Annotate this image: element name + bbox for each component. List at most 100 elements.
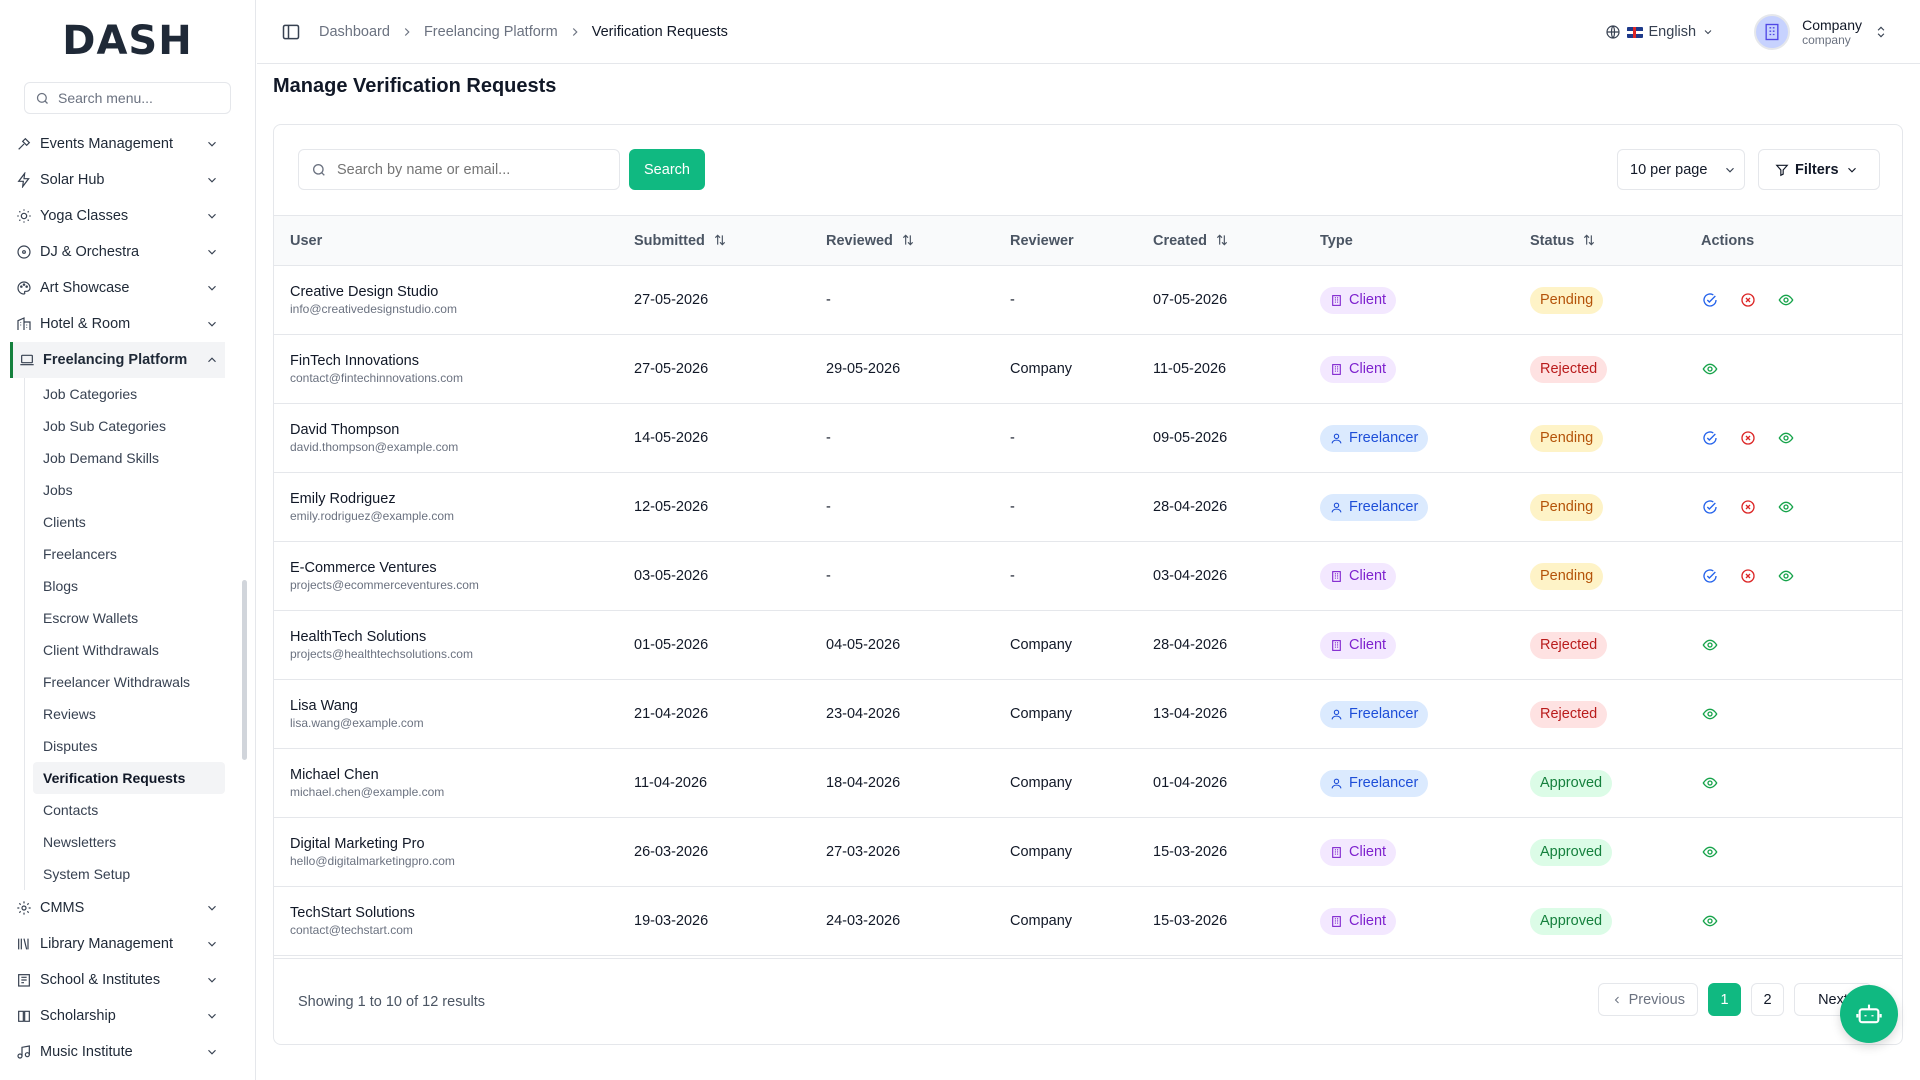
search-input[interactable]	[337, 161, 597, 178]
sidebar-item-1[interactable]: Solar Hub	[10, 162, 225, 198]
sidebar-after-item-2[interactable]: School & Institutes	[10, 962, 225, 998]
row-actions	[1701, 636, 1902, 654]
sidebar-subitem-1[interactable]: Job Sub Categories	[43, 418, 166, 434]
sidebar-subitem-5[interactable]: Freelancers	[43, 546, 117, 562]
user-name: Digital Marketing Pro	[290, 836, 425, 852]
previous-page-button[interactable]: Previous	[1597, 983, 1698, 1016]
type-badge: Client	[1320, 631, 1397, 659]
reject-button[interactable]	[1739, 498, 1757, 516]
breadcrumb-dashboard[interactable]: Dashboard	[319, 23, 390, 40]
column-header-submitted[interactable]: Submitted	[618, 216, 810, 266]
chatbot-button[interactable]	[1840, 985, 1898, 1043]
cell-type: Freelancer	[1304, 680, 1514, 749]
sidebar-item-4[interactable]: Art Showcase	[10, 270, 225, 306]
table-row: E-Commerce Ventures projects@ecommerceven…	[274, 542, 1902, 611]
sidebar-subitem-6[interactable]: Blogs	[43, 578, 79, 594]
approve-button[interactable]	[1701, 498, 1719, 516]
column-header-label: Actions	[1701, 232, 1755, 249]
chevron-down-icon	[1726, 167, 1735, 173]
eye-icon	[1702, 639, 1718, 651]
sidebar-after-item-5[interactable]: Childcare	[10, 1070, 225, 1080]
filters-button[interactable]: Filters	[1758, 149, 1880, 190]
cell-actions	[1685, 404, 1902, 473]
breadcrumb-freelancing-platform[interactable]: Freelancing Platform	[423, 23, 558, 40]
view-button[interactable]	[1701, 705, 1719, 723]
sidebar-subitem-9[interactable]: Freelancer Withdrawals	[43, 674, 191, 690]
results-summary: Showing 1 to 10 of 12 results	[298, 993, 486, 1010]
sidebar-after-item-4[interactable]: Music Institute	[10, 1034, 225, 1070]
sidebar-subitem-10[interactable]: Reviews	[43, 706, 96, 722]
search-box[interactable]	[298, 149, 620, 190]
view-button[interactable]	[1701, 912, 1719, 930]
page-1-button[interactable]: 1	[1708, 983, 1741, 1016]
sidebar-item-label: Library Management	[40, 936, 173, 952]
column-header-created[interactable]: Created	[1137, 216, 1304, 266]
eye-icon	[1778, 501, 1794, 513]
sidebar-after-item-0[interactable]: CMMS	[10, 890, 225, 926]
type-badge: Freelancer	[1320, 424, 1429, 452]
sort-icon[interactable]	[713, 233, 727, 247]
view-button[interactable]	[1701, 636, 1719, 654]
sidebar-subitem-14[interactable]: Newsletters	[43, 834, 117, 850]
sidebar-subitem-11[interactable]: Disputes	[43, 738, 98, 754]
avatar[interactable]	[1754, 14, 1791, 50]
view-button[interactable]	[1777, 498, 1795, 516]
sidebar-item-3[interactable]: DJ & Orchestra	[10, 234, 225, 270]
sidebar-subitem-0[interactable]: Job Categories	[43, 386, 138, 402]
cell-submitted: 03-05-2026	[634, 568, 709, 584]
type-label: Client	[1349, 292, 1387, 308]
sidebar-subitem-15[interactable]: System Setup	[43, 866, 131, 882]
user-info[interactable]: Company company	[1802, 17, 1862, 47]
cell-actions	[1685, 680, 1902, 749]
sidebar-item-0[interactable]: Events Management	[10, 126, 225, 162]
user-name: FinTech Innovations	[290, 353, 419, 369]
sidebar-subitem-13[interactable]: Contacts	[43, 802, 99, 818]
view-button[interactable]	[1777, 567, 1795, 585]
cell-reviewed: 24-03-2026	[826, 913, 901, 929]
column-header-reviewed[interactable]: Reviewed	[810, 216, 994, 266]
approve-button[interactable]	[1701, 291, 1719, 309]
sort-icon[interactable]	[1215, 233, 1229, 247]
approve-button[interactable]	[1701, 429, 1719, 447]
sort-icon[interactable]	[1582, 233, 1596, 247]
sidebar-after-item-1[interactable]: Library Management	[10, 926, 225, 962]
search-button[interactable]: Search	[629, 149, 705, 190]
sidebar-subitem-4[interactable]: Clients	[43, 514, 86, 530]
chevron-down-icon	[208, 285, 216, 291]
table-toolbar: Search 10 per page Filters	[274, 125, 1902, 215]
page-2-button[interactable]: 2	[1751, 983, 1784, 1016]
per-page-select[interactable]: 10 per page	[1617, 149, 1745, 190]
approve-button[interactable]	[1701, 567, 1719, 585]
sidebar-item-6[interactable]: Freelancing Platform	[10, 342, 225, 378]
sidebar-subitem-8[interactable]: Client Withdrawals	[43, 642, 159, 658]
x-circle-icon	[1741, 569, 1755, 583]
reject-button[interactable]	[1739, 291, 1757, 309]
sidebar-item-label: CMMS	[40, 900, 85, 916]
sort-icon[interactable]	[901, 233, 915, 247]
reject-button[interactable]	[1739, 429, 1757, 447]
sidebar-subitem-2[interactable]: Job Demand Skills	[43, 450, 159, 466]
view-button[interactable]	[1777, 291, 1795, 309]
logo[interactable]: DASH	[0, 0, 255, 82]
chevron-up-down-icon[interactable]	[1874, 25, 1888, 39]
sidebar-subitem-7[interactable]: Escrow Wallets	[43, 610, 139, 626]
view-button[interactable]	[1701, 774, 1719, 792]
cell-status: Rejected	[1514, 611, 1685, 680]
view-button[interactable]	[1701, 360, 1719, 378]
view-button[interactable]	[1701, 843, 1719, 861]
reject-button[interactable]	[1739, 567, 1757, 585]
sidebar-item-5[interactable]: Hotel & Room	[10, 306, 225, 342]
sidebar-scrollbar[interactable]	[242, 580, 247, 760]
user-icon	[1331, 778, 1342, 788]
sidebar-after-item-3[interactable]: Scholarship	[10, 998, 225, 1034]
language-selector[interactable]: English	[1605, 24, 1715, 40]
cell-reviewed: 23-04-2026	[826, 706, 901, 722]
column-header-status[interactable]: Status	[1514, 216, 1685, 266]
sidebar-subitem-3[interactable]: Jobs	[43, 482, 73, 498]
view-button[interactable]	[1777, 429, 1795, 447]
sidebar-toggle-icon[interactable]	[281, 22, 301, 42]
sidebar-search[interactable]: Search menu...	[24, 82, 231, 114]
sidebar-subitem-12[interactable]: Verification Requests	[33, 762, 225, 794]
sidebar-item-2[interactable]: Yoga Classes	[10, 198, 225, 234]
column-header-label: Reviewer	[1010, 232, 1074, 249]
